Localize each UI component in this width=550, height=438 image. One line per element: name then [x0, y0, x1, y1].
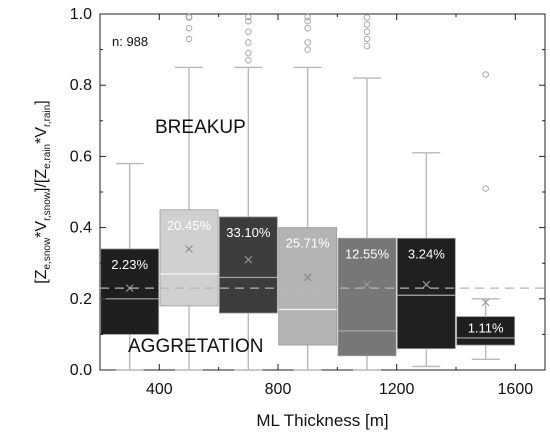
- mean-marker: [244, 255, 253, 264]
- y-tick-label: 0.6: [70, 148, 92, 165]
- outlier-point: [245, 28, 252, 36]
- y-axis-title-subscript: r,rain: [42, 105, 53, 127]
- y-axis-title: [Ze,snow*Vr,snow]/[Ze,rain*Vr,rain]: [33, 100, 53, 283]
- box-group: 12.55%: [337, 14, 397, 371]
- outlier-point: [245, 17, 252, 25]
- box-group: 1.11%: [456, 71, 516, 361]
- percent-label: 2.23%: [111, 257, 148, 272]
- percent-label: 12.55%: [345, 246, 390, 261]
- x-tick-label: 800: [265, 381, 292, 398]
- outlier-point: [185, 13, 193, 21]
- mean-marker: [303, 273, 312, 282]
- plot-marks: 2.23% 20.45% 33.10% 25.71% 12.55% 3.24% 1.11%: [100, 13, 545, 371]
- box: [159, 209, 219, 307]
- box: [337, 237, 397, 357]
- y-tick-label: 1.0: [70, 6, 92, 23]
- outlier-point: [185, 24, 193, 32]
- y-axis-title-subscript: r,snow: [42, 191, 53, 221]
- aggretation-annotation: AGGRETATION: [128, 336, 263, 357]
- box-group: 25.71%: [278, 13, 338, 371]
- y-tick-label: 0.2: [70, 291, 92, 308]
- y-axis-title-subscript: e,snow: [42, 237, 53, 269]
- y-tick-label: 0.4: [70, 220, 92, 237]
- y-axis-title-part: *V: [33, 127, 50, 144]
- outlier-point: [482, 185, 489, 192]
- outlier-point: [363, 14, 371, 21]
- outlier-point: [304, 46, 311, 53]
- box-group: 20.45%: [159, 13, 219, 371]
- x-tick-label: 400: [146, 381, 173, 398]
- outlier-point: [363, 42, 371, 50]
- y-tick-label: 0.8: [70, 77, 92, 94]
- box: [278, 227, 338, 346]
- outlier-point: [245, 49, 252, 57]
- percent-label: 3.24%: [408, 246, 445, 261]
- y-axis-title-part: ]: [33, 100, 50, 104]
- percent-label: 33.10%: [226, 225, 271, 240]
- outlier-point: [363, 21, 371, 28]
- y-axis-title-subscript: e,rain: [42, 144, 53, 169]
- percent-label: 20.45%: [167, 218, 212, 233]
- box-group: 3.24%: [396, 152, 456, 368]
- outlier-point: [185, 35, 193, 43]
- outlier-point: [482, 71, 489, 78]
- breakup-annotation: BREAKUP: [155, 117, 246, 138]
- outlier-point: [304, 39, 311, 46]
- x-axis-title: ML Thickness [m]: [256, 411, 388, 430]
- y-axis-title-part: *V: [33, 221, 50, 238]
- percent-label: 1.11%: [468, 321, 504, 336]
- outlier-point: [245, 56, 252, 64]
- box: [100, 248, 160, 335]
- percent-label: 25.71%: [286, 236, 331, 251]
- y-tick-label: 0.0: [70, 362, 92, 379]
- sample-size-label: n: 988: [112, 34, 148, 49]
- mean-marker: [422, 280, 431, 289]
- y-axis-title-part: [Z: [33, 269, 50, 283]
- x-tick-label: 1200: [379, 381, 415, 398]
- outlier-point: [304, 17, 311, 25]
- y-axis-title-part: ]/[Z: [33, 169, 50, 192]
- x-tick-label: 1600: [498, 381, 534, 398]
- mean-marker: [481, 298, 490, 307]
- mean-marker: [363, 280, 371, 289]
- mean-marker: [125, 284, 134, 293]
- outlier-point: [304, 24, 311, 32]
- axes: 0.0 0.2 0.4 0.6 0.8 1.0 400 800 1200 1600: [70, 6, 545, 398]
- outlier-point: [363, 35, 371, 43]
- box-group: 2.23%: [100, 162, 160, 371]
- outlier-point: [245, 13, 252, 21]
- outlier-point: [245, 39, 252, 46]
- box: [396, 237, 456, 350]
- outlier-point: [304, 13, 311, 21]
- box-group: 33.10%: [218, 13, 278, 371]
- box: [218, 216, 278, 314]
- box: [456, 316, 516, 346]
- mean-marker: [185, 245, 193, 253]
- outlier-point: [363, 28, 371, 36]
